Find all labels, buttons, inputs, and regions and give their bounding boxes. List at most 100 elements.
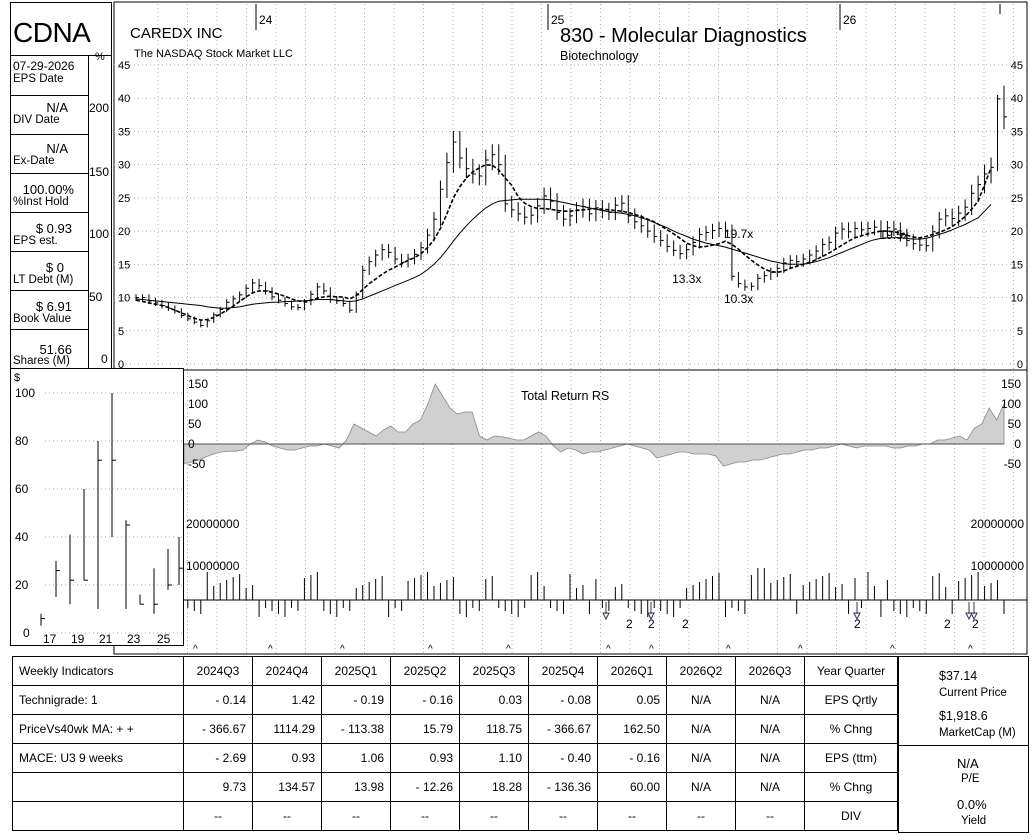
indicator-metric: EPS Qrtly — [804, 685, 898, 715]
indicator-cell: 134.57 — [252, 772, 322, 802]
indicator-cell: 13.98 — [321, 772, 391, 802]
price-axis: 45 45 40 40 35 35 30 30 25 25 20 20 15 15 10 10 5 5 0 0 — [118, 60, 1023, 371]
table-row: -- -- -- -- -- -- -- -- -- DIV — [12, 801, 898, 831]
indicator-cell: 118.75 — [459, 714, 529, 744]
indicator-cell: N/A — [666, 772, 736, 802]
indicator-cell: N/A — [735, 685, 805, 715]
chart-frame — [113, 1, 1028, 655]
indicator-label — [12, 772, 184, 802]
indicator-metric: % Chng — [804, 714, 898, 744]
indicator-cell: -- — [528, 801, 598, 831]
yield-value: 0.0% — [957, 797, 987, 812]
indicator-cell: N/A — [735, 772, 805, 802]
signal-arrow-head — [965, 612, 973, 621]
indicator-cell: N/A — [666, 685, 736, 715]
volume-tick-right: 20000000 — [971, 517, 1025, 531]
indicator-cell: N/A — [735, 714, 805, 744]
pe-label: P/E — [961, 773, 980, 785]
caret-marker: ^ — [798, 644, 803, 655]
indicator-cell: - 0.08 — [528, 685, 598, 715]
indicator-label: PriceVs40wk MA: + + — [12, 714, 184, 744]
indicator-metric: EPS (ttm) — [804, 743, 898, 773]
rs-area-path — [183, 383, 1005, 467]
lt-debt-value: $ 0 — [45, 260, 64, 275]
indicator-cell: - 366.67 — [183, 714, 253, 744]
annual-year-label: 21 — [99, 632, 113, 645]
sidebar-book-value: $ 6.91 Book Value — [11, 291, 88, 330]
volume-tick-right: 10000000 — [971, 559, 1025, 573]
sidebar-ex-date: N/A Ex-Date — [11, 135, 88, 174]
indicator-cell: -- — [252, 801, 322, 831]
signal-arrow-head — [647, 612, 655, 621]
indicator-cell: 1.10 — [459, 743, 529, 773]
indicator-cell: - 136.36 — [528, 772, 598, 802]
quarter-header: 2026Q2 — [666, 656, 736, 686]
inst-hold-label: %Inst Hold — [13, 196, 69, 208]
pe-label: 10.3x — [724, 292, 753, 306]
signal-mark: 2 — [682, 617, 689, 631]
quarter-header: 2025Q3 — [459, 656, 529, 686]
table-row: Technigrade: 1- 0.14 1.42- 0.19- 0.16 0.03… — [12, 685, 898, 715]
pe-value: N/A — [957, 756, 979, 771]
indicator-cell: -- — [597, 801, 667, 831]
price-tick-left: 20 — [118, 226, 130, 238]
price-tick-right: 40 — [1011, 93, 1023, 105]
indicator-cell: 9.73 — [183, 772, 253, 802]
indicator-cell: 0.93 — [252, 743, 322, 773]
price-tick-right: 45 — [1011, 60, 1023, 72]
indicator-cell: 1.06 — [321, 743, 391, 773]
indicator-cell: -- — [666, 801, 736, 831]
current-price: $37.14 — [939, 669, 978, 683]
pe-label: 13.3x — [672, 272, 701, 286]
annual-tick: 80 — [15, 434, 29, 448]
indicator-label: Technigrade: 1 — [12, 685, 184, 715]
rs-tick-left: 50 — [188, 417, 202, 431]
exchange-name: The NASDAQ Stock Market LLC — [134, 48, 293, 60]
signal-mark: 2 — [648, 617, 655, 631]
price-tick-right: 20 — [1011, 226, 1023, 238]
price-tick-right: 0 — [1017, 359, 1023, 371]
rs-axis: 150 150 100 100 50 50 0 0 -50 -50 — [188, 377, 1021, 471]
year-dividers: 24 25 26 — [255, 4, 1001, 30]
table-header-row: Weekly Indicators 2024Q3 2024Q4 2025Q1 2… — [12, 656, 898, 686]
annual-year-label: 23 — [127, 632, 141, 645]
price-tick-right: 10 — [1011, 293, 1023, 305]
eps-date-label: EPS Date — [13, 73, 64, 85]
quarter-header: 2025Q2 — [390, 656, 460, 686]
pct-tick: 200 — [89, 101, 110, 115]
pct-tick: 150 — [89, 165, 110, 179]
caret-marker: ^ — [606, 644, 611, 655]
rs-tick-left: -50 — [188, 457, 206, 471]
indicator-cell: 0.93 — [390, 743, 460, 773]
signal-mark: 2 — [854, 617, 861, 631]
indicator-cell: - 113.38 — [321, 714, 391, 744]
price-tick-left: 25 — [118, 193, 130, 205]
indicator-cell: - 0.16 — [597, 743, 667, 773]
rs-tick-right: 100 — [1001, 397, 1021, 411]
pe-label: 19.5x — [879, 228, 908, 242]
price-tick-left: 40 — [118, 93, 130, 105]
sidebar-eps-est: $ 0.93 EPS est. — [11, 213, 88, 252]
signal-arrow-head — [853, 612, 861, 621]
div-date-value: N/A — [46, 100, 68, 115]
pe-label: 19.7x — [724, 227, 753, 241]
sidebar: CDNA % 07-29-2026 EPS Date N/A DIV Date … — [10, 2, 112, 370]
ma10-line — [135, 163, 992, 321]
pe-labels: 13.3x 19.7x 10.3x 19.5x — [672, 227, 909, 306]
rs-tick-right: 50 — [1008, 417, 1022, 431]
indicator-metric: % Chng — [804, 772, 898, 802]
gridlines — [114, 4, 1027, 654]
year-label: 25 — [551, 13, 565, 27]
caret-marker: ^ — [968, 644, 973, 655]
price-tick-left: 0 — [118, 359, 124, 371]
indicator-cell: - 366.67 — [528, 714, 598, 744]
indicator-cell: 18.28 — [459, 772, 529, 802]
indicator-cell: -- — [390, 801, 460, 831]
current-price-label: Current Price — [939, 687, 1007, 699]
indicator-metric: DIV — [804, 801, 898, 831]
volume-tick-left: 10000000 — [186, 559, 240, 573]
indicator-cell: 60.00 — [597, 772, 667, 802]
indicator-cell: 15.79 — [390, 714, 460, 744]
indicator-cell: N/A — [666, 743, 736, 773]
